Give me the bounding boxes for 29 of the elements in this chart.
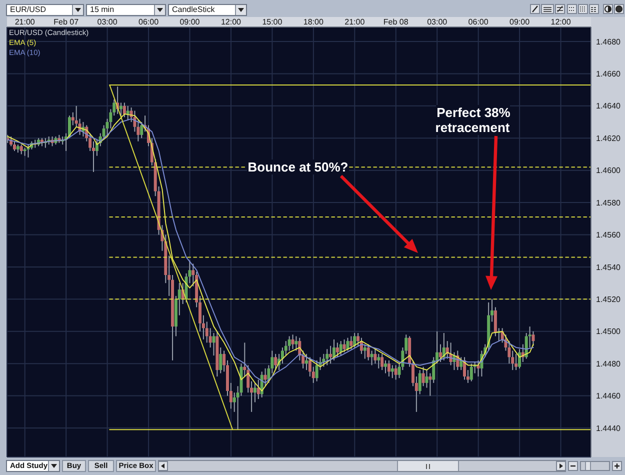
y-tick-label: 1.4440 <box>596 424 622 433</box>
y-tick-label: 1.4600 <box>596 166 622 176</box>
x-tick-label: 06:00 <box>138 18 160 26</box>
annotation: Bounce at 50%? <box>246 160 350 174</box>
y-tick-label: 1.4480 <box>596 359 622 368</box>
y-tick-label: 1.4640 <box>596 102 622 111</box>
y-tick-label: 1.4580 <box>596 198 622 208</box>
x-tick-label: 21:00 <box>14 18 36 26</box>
y-tick-label: 1.4620 <box>596 134 622 143</box>
x-tick-label: 15:00 <box>262 18 283 26</box>
x-tick-label: Feb 07 <box>54 18 80 26</box>
annotation: Perfect 38% retracement <box>435 105 511 135</box>
x-tick-label: 21:00 <box>344 18 366 26</box>
x-tick-label: 03:00 <box>427 18 448 26</box>
x-tick-label: 12:00 <box>550 18 572 26</box>
x-tick-label: 12:00 <box>220 18 242 26</box>
x-tick-label: Feb 08 <box>383 18 409 26</box>
x-tick-label: 03:00 <box>97 18 118 26</box>
y-tick-label: 1.4500 <box>596 327 622 336</box>
y-tick-label: 1.4680 <box>596 37 622 46</box>
y-tick-label: 1.4460 <box>596 392 622 401</box>
y-tick-label: 1.4520 <box>596 294 622 304</box>
y-tick-label: 1.4660 <box>596 70 622 79</box>
y-tick-label: 1.4540 <box>596 262 622 272</box>
x-tick-label: 09:00 <box>510 18 530 26</box>
y-tick-label: 1.4560 <box>596 230 622 240</box>
x-tick-label: 09:00 <box>180 18 200 26</box>
x-tick-label: 18:00 <box>303 18 324 26</box>
x-tick-label: 06:00 <box>468 18 489 26</box>
